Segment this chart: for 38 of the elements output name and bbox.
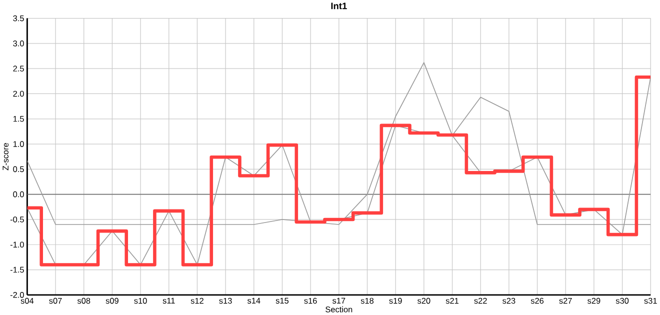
x-tick-label: s16: [304, 298, 317, 304]
x-tick-label: s29: [588, 298, 600, 304]
x-tick-label: s10: [134, 298, 147, 304]
x-tick-label: s04: [20, 298, 34, 304]
chart-title: Int1: [331, 2, 347, 10]
y-tick-label: 2.0: [13, 90, 24, 97]
x-tick-label: s30: [616, 298, 629, 304]
y-tick-label: -2.0: [10, 292, 24, 298]
x-tick-label: s09: [106, 298, 118, 304]
y-tick-label: 1.5: [13, 116, 24, 122]
x-tick-label: s27: [559, 298, 572, 304]
x-tick-label: s11: [162, 298, 175, 304]
x-tick-label: s14: [247, 298, 260, 304]
y-tick-label: 0.0: [13, 191, 24, 198]
x-tick-label: s19: [389, 298, 402, 304]
x-tick-label: s23: [502, 298, 516, 304]
y-tick-label: 2.5: [13, 66, 24, 72]
x-tick-label: s21: [446, 298, 458, 304]
x-tick-label: s07: [49, 298, 62, 304]
y-tick-label: 3.5: [13, 15, 24, 22]
x-tick-label: s22: [474, 298, 487, 304]
x-tick-label: s31: [644, 298, 657, 304]
y-tick-label: -0.5: [10, 216, 24, 222]
y-tick-label: -1.5: [10, 266, 24, 273]
x-axis-title: Section: [326, 306, 352, 312]
x-tick-label: s13: [219, 298, 232, 304]
x-tick-label: s08: [77, 298, 90, 304]
x-tick-label: s26: [530, 298, 544, 304]
x-tick-label: s20: [418, 298, 430, 304]
y-axis-title: Z-score: [2, 143, 8, 170]
y-tick-label: 0.5: [13, 166, 24, 172]
y-tick-label: 1.0: [13, 141, 24, 147]
y-tick-label: 3.0: [13, 40, 24, 46]
y-tick-label: -1.0: [10, 242, 24, 248]
x-tick-label: s15: [276, 298, 289, 304]
x-tick-label: s17: [332, 298, 346, 304]
x-tick-label: s12: [190, 298, 204, 304]
x-tick-label: s18: [360, 298, 374, 304]
